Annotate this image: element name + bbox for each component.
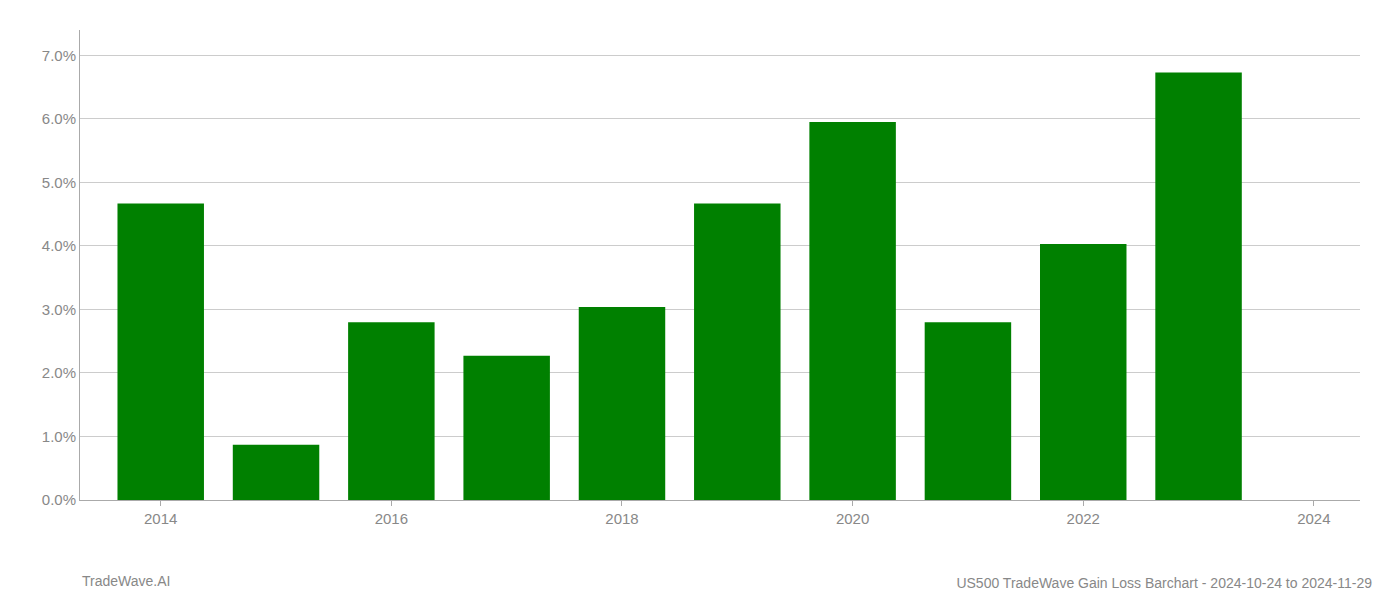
svg-text:0.0%: 0.0%	[42, 491, 76, 508]
svg-text:US500 TradeWave Gain Loss Barc: US500 TradeWave Gain Loss Barchart - 202…	[956, 575, 1372, 591]
svg-text:2.0%: 2.0%	[42, 364, 76, 381]
svg-text:2022: 2022	[1067, 510, 1100, 527]
svg-text:5.0%: 5.0%	[42, 174, 76, 191]
svg-text:TradeWave.AI: TradeWave.AI	[82, 573, 170, 589]
svg-text:2020: 2020	[836, 510, 869, 527]
svg-text:1.0%: 1.0%	[42, 428, 76, 445]
svg-text:2014: 2014	[144, 510, 177, 527]
svg-text:4.0%: 4.0%	[42, 237, 76, 254]
svg-text:2018: 2018	[605, 510, 638, 527]
svg-text:6.0%: 6.0%	[42, 110, 76, 127]
svg-text:3.0%: 3.0%	[42, 301, 76, 318]
svg-text:2024: 2024	[1297, 510, 1330, 527]
svg-text:2016: 2016	[375, 510, 408, 527]
svg-text:7.0%: 7.0%	[42, 47, 76, 64]
